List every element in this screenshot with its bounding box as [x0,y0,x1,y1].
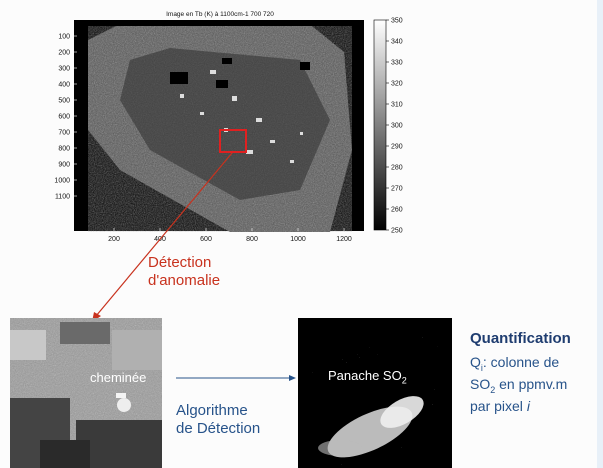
y-axis-ticks: 100 200 300 400 500 600 700 800 900 1000 1100 [54,34,77,201]
colorbar-tick-label: 270 [391,186,403,193]
colorbar-tick-label: 320 [391,81,403,88]
detection-label: Détection d'anomalie [148,254,220,290]
roi-box [219,129,247,153]
x-tick-label: 1000 [290,236,306,243]
y-tick-label: 1000 [54,178,70,185]
y-tick-label: 900 [58,162,70,169]
detection-line1: Détection [148,254,212,271]
algo-line2: de Détection [176,420,261,437]
quant-line2: SO2 en ppmv.m [470,376,600,398]
slide-edge [597,0,603,468]
q-text3: par pixel [470,397,527,414]
so2-text: SO [470,375,491,392]
algo-line1: Algorithme [176,402,248,419]
q-text2: en ppmv.m [495,375,568,392]
y-tick-label: 1100 [55,194,70,201]
y-tick-label: 400 [58,82,70,89]
colorbar-tick-label: 290 [391,144,403,151]
colorbar [373,19,387,231]
colorbar-tick-label: 280 [391,165,403,172]
colorbar-tick-label: 330 [391,60,403,67]
colorbar-tick-label: 350 [391,18,403,25]
scene-dark-area [120,48,330,200]
y-tick-label: 200 [58,50,70,57]
chimney-thumbnail [10,318,162,468]
quant-line3: par pixel i [470,398,600,414]
plume-label: Panache SO2 [328,368,407,386]
quantification-title: Quantification [470,330,571,347]
y-tick-label: 100 [58,34,70,41]
q-italic-i: i [526,397,530,414]
so2-subscript: 2 [490,384,496,395]
x-tick-label: 200 [108,236,120,243]
plume-text: Panache SO [328,368,402,383]
colorbar-ticks: 350 340 330 320 310 300 290 280 270 260 250 [386,18,403,235]
colorbar-tick-label: 310 [391,102,403,109]
plume-thumbnail [298,318,452,468]
chimney-label: cheminée [90,370,147,385]
algorithm-label: Algorithme de Détection [176,402,260,438]
colorbar-tick-label: 340 [391,39,403,46]
quantification-description: Qi: colonne de SO2 en ppmv.m par pixel i [470,354,600,414]
heatmap-title: Image en Tb (K) à 1100cm-1 700 720 [166,11,274,18]
y-tick-label: 700 [58,130,70,137]
y-tick-label: 800 [58,146,70,153]
x-tick-label: 1200 [336,236,352,243]
x-tick-label: 800 [246,236,258,243]
blue-arrow-head [289,375,296,381]
red-arrow-line [95,152,233,317]
colorbar-tick-label: 300 [391,123,403,130]
quant-line1: Qi: colonne de [470,354,600,376]
q-text1: : colonne de [482,354,560,370]
black-blocks [170,58,310,88]
y-tick-label: 500 [58,98,70,105]
y-tick-label: 600 [58,114,70,121]
colorbar-tick-label: 260 [391,207,403,214]
colorbar-tick-label: 250 [391,228,403,235]
q-subscript: i [480,362,483,373]
y-tick-label: 300 [58,66,70,73]
plume-subscript: 2 [401,375,407,386]
x-tick-label: 600 [200,236,212,243]
detection-line2: d'anomalie [148,272,221,289]
q-symbol: Q [470,354,481,370]
